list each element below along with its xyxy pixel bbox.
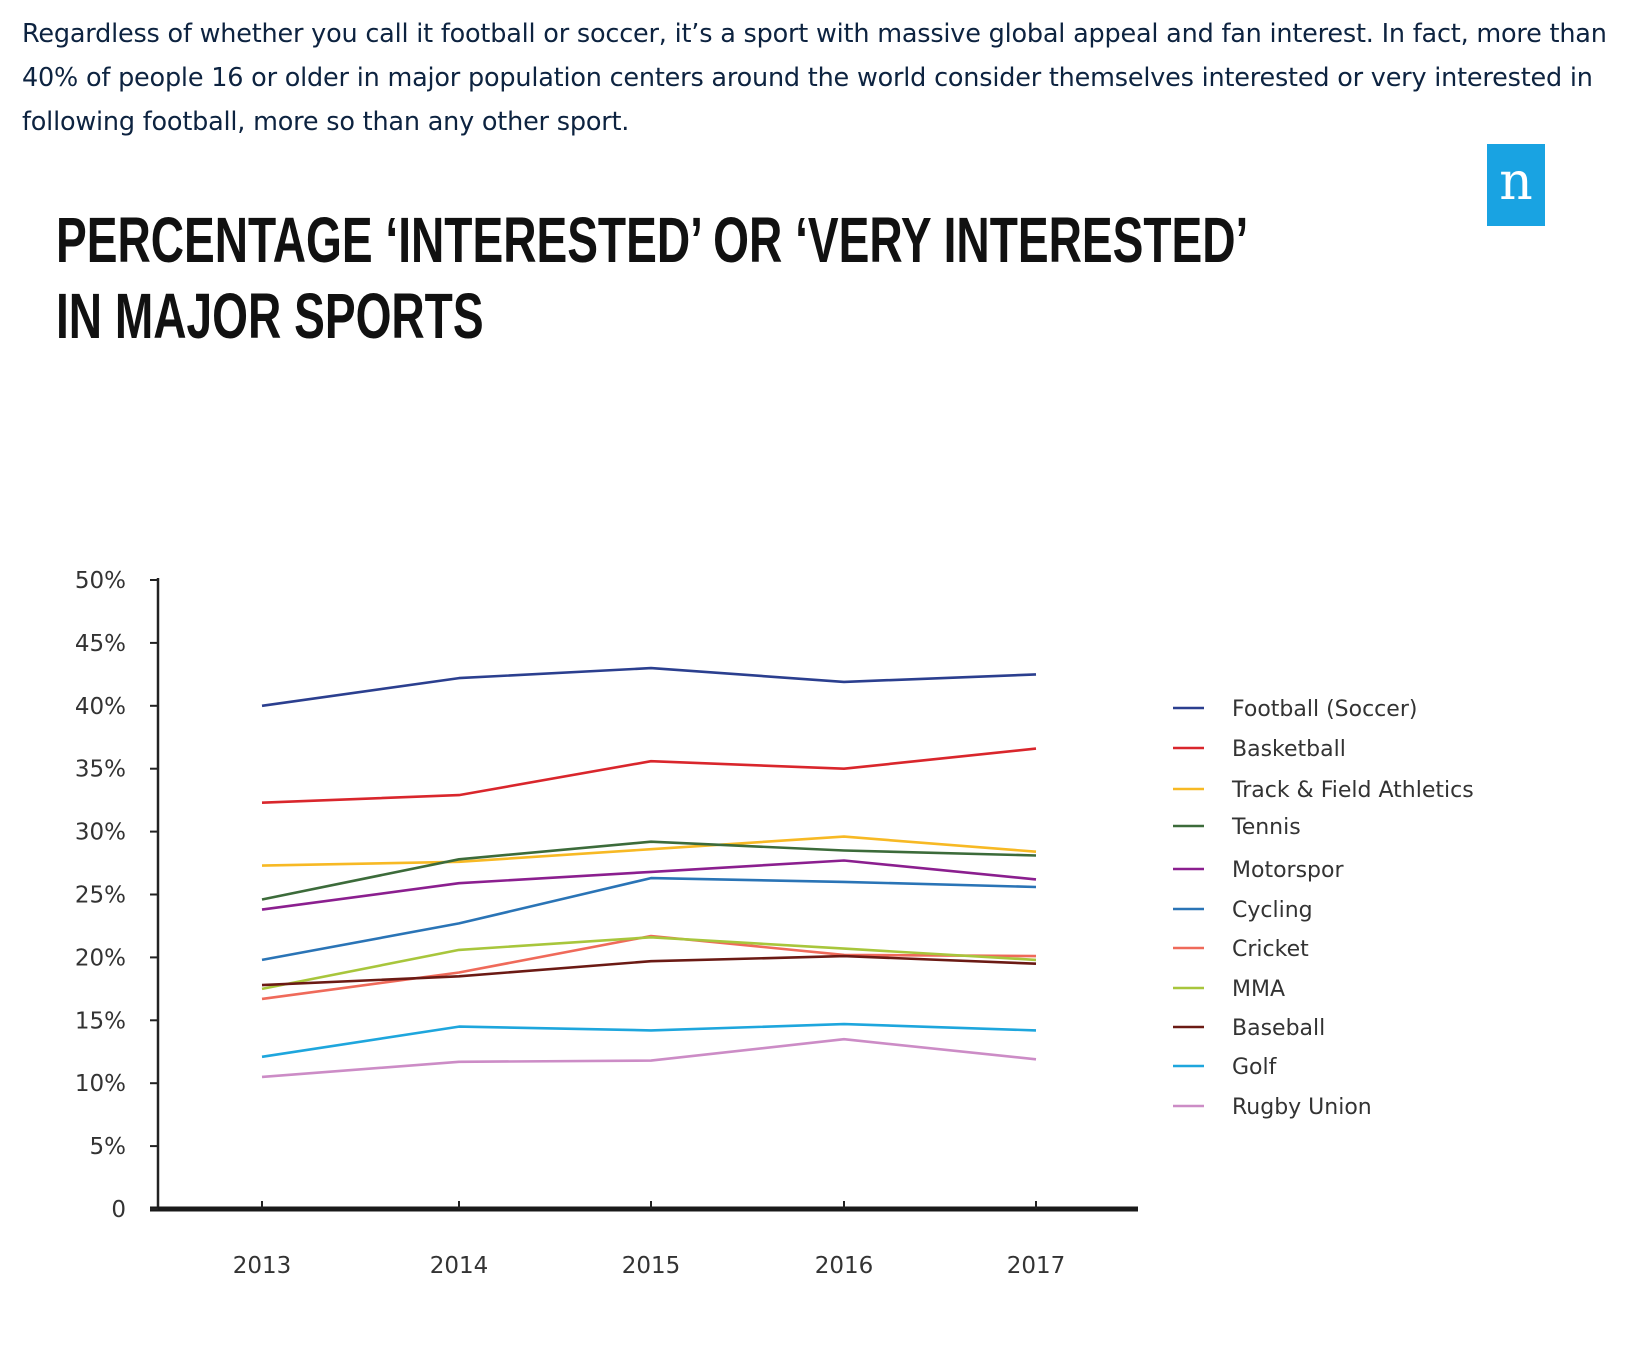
- legend-label: Track & Field Athletics: [1231, 778, 1474, 803]
- y-tick-label: 45%: [75, 631, 126, 657]
- x-tick-label: 2015: [622, 1253, 681, 1279]
- legend-label: Baseball: [1232, 1016, 1325, 1041]
- x-tick-label: 2016: [815, 1253, 874, 1279]
- legend-label: MMA: [1232, 977, 1285, 1002]
- nielsen-logo: n: [1487, 144, 1545, 226]
- y-tick-label: 35%: [75, 757, 126, 783]
- legend-label: Basketball: [1232, 737, 1346, 762]
- series-line-baseball: [261, 954, 1037, 987]
- y-tick-label: 30%: [75, 820, 126, 846]
- y-tick-label: 50%: [75, 568, 126, 594]
- y-tick-label: 10%: [75, 1071, 126, 1097]
- x-tick-label: 2017: [1007, 1253, 1066, 1279]
- legend-label: Motorspor: [1232, 858, 1344, 883]
- legend-label: Tennis: [1231, 815, 1301, 840]
- series-line-cycling: [261, 876, 1037, 962]
- series-line-football-soccer: [261, 666, 1037, 708]
- legend-label: Rugby Union: [1232, 1095, 1372, 1120]
- legend-label: Golf: [1232, 1055, 1278, 1080]
- series-line-motorspor: [261, 859, 1037, 911]
- series-line-golf: [261, 1022, 1037, 1059]
- series-line-rugby-union: [261, 1037, 1037, 1079]
- chart-title-line-2: IN MAJOR SPORTS: [56, 280, 484, 352]
- chart-figure: PERCENTAGE ‘INTERESTED’ OR ‘VERY INTERES…: [0, 140, 1632, 1360]
- legend-label: Cycling: [1232, 898, 1313, 923]
- chart-title: PERCENTAGE ‘INTERESTED’ OR ‘VERY INTERES…: [56, 202, 1248, 354]
- intro-paragraph: Regardless of whether you call it footba…: [22, 19, 1607, 137]
- y-tick-label: 20%: [75, 945, 126, 971]
- y-tick-label: 0: [111, 1197, 126, 1223]
- series-line-track-field-athletics: [261, 835, 1037, 867]
- y-tick-label: 15%: [75, 1008, 126, 1034]
- chart-title-line-1: PERCENTAGE ‘INTERESTED’ OR ‘VERY INTERES…: [56, 204, 1249, 276]
- series-line-cricket: [261, 934, 1037, 1001]
- logo-letter: n: [1499, 152, 1533, 212]
- legend-label: Football (Soccer): [1232, 697, 1417, 722]
- y-tick-label: 25%: [75, 883, 126, 909]
- y-tick-label: 40%: [75, 694, 126, 720]
- y-tick-label: 5%: [90, 1134, 127, 1160]
- x-tick-label: 2013: [233, 1253, 292, 1279]
- series-line-mma: [261, 935, 1037, 991]
- x-tick-label: 2014: [430, 1253, 489, 1279]
- series-line-basketball: [261, 747, 1037, 804]
- legend-label: Cricket: [1232, 937, 1309, 962]
- series-line-tennis: [261, 840, 1037, 901]
- line-chart: 0 5% 10% 15% 20% 25% 30% 35% 40% 45% 50% 2013 2014 20…: [75, 568, 1474, 1279]
